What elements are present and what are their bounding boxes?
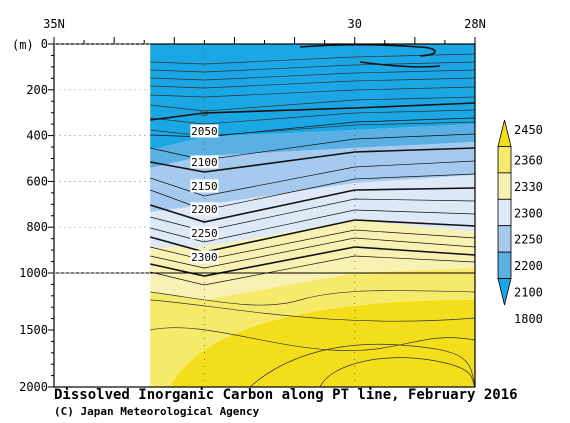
contour-line-deep-3 <box>249 343 476 388</box>
contour-label-bg-2 <box>190 179 219 193</box>
contour-line-upper-6 <box>150 109 476 125</box>
colorbar-swatch-6 <box>497 278 512 306</box>
contour-label-bg-5 <box>190 250 219 264</box>
chart-title: Dissolved Inorganic Carbon along PT line… <box>54 387 518 403</box>
contour-line-deep-0 <box>150 290 476 306</box>
contour-line-upper-3 <box>150 77 476 89</box>
contour-label-2150: 2150 <box>191 180 218 193</box>
contour-label-2050: 2050 <box>191 125 218 138</box>
contour-label-bg-0 <box>190 124 219 138</box>
y-tick-label-0: 0 <box>41 37 48 51</box>
contour-line-3 <box>150 147 476 173</box>
x-tick-label-35N: 35N <box>43 17 65 31</box>
contour-line-surface-1 <box>359 61 441 68</box>
fill-band-3 <box>150 175 475 247</box>
contour-line-upper-1 <box>150 61 476 73</box>
chart-credit: (C) Japan Meteorological Agency <box>54 405 260 418</box>
colorbar-swatch-3 <box>497 198 512 227</box>
contour-label-2300: 2300 <box>191 251 218 264</box>
colorbar-swatch-1 <box>497 146 512 174</box>
contour-line-upper-7 <box>150 121 476 137</box>
colorbar-swatch-0 <box>497 119 512 147</box>
colorbar-label-2360: 2360 <box>514 153 543 167</box>
contour-line-surface-0 <box>299 43 436 57</box>
contour-line-13 <box>150 255 476 286</box>
colorbar-label-2330: 2330 <box>514 180 543 194</box>
colorbar-label-2200: 2200 <box>514 259 543 273</box>
contour-line-12 <box>150 246 476 277</box>
y-tick-label-400: 400 <box>26 129 48 143</box>
contour-line-1 <box>150 117 476 138</box>
y-axis: 0 200 400 600 800 1000 1500 2000 <box>19 37 151 394</box>
contour-line-11 <box>150 237 476 269</box>
fill-band-1 <box>150 124 475 168</box>
contour-line-10 <box>150 229 476 261</box>
contour-line-7 <box>150 198 476 232</box>
x-tick-label-28N: 28N <box>464 17 486 31</box>
colorbar-swatch-2 <box>497 172 512 200</box>
contour-line-5 <box>150 173 476 211</box>
y-tick-label-1000: 1000 <box>19 266 48 280</box>
contour-label-bg-3 <box>190 202 219 216</box>
contour-eddy <box>200 110 209 116</box>
contour-labels: 2050 2100 2150 2200 2250 2300 <box>190 124 219 264</box>
y-tick-label-2000: 2000 <box>19 380 48 394</box>
contour-label-2250: 2250 <box>191 227 218 240</box>
contour-label-2200: 2200 <box>191 203 218 216</box>
x-tick-label-30: 30 <box>347 17 361 31</box>
y-tick-label-600: 600 <box>26 174 48 188</box>
y-tick-label-800: 800 <box>26 220 48 234</box>
contour-line-0 <box>150 102 476 121</box>
fill-band-2 <box>150 142 475 212</box>
y-tick-label-200: 200 <box>26 83 48 97</box>
contour-line-deep-4 <box>319 357 476 388</box>
contour-label-bg-1 <box>190 155 219 169</box>
x-axis: 35N 30 28N <box>43 17 486 44</box>
colorbar-label-2100: 2100 <box>514 286 543 300</box>
contour-line-upper-0 <box>150 53 476 65</box>
contour-line-upper-4 <box>150 86 476 98</box>
colorbar-label-2250: 2250 <box>514 233 543 247</box>
contour-line-2 <box>150 133 476 161</box>
y-tick-label-1500: 1500 <box>19 323 48 337</box>
colorbar-label-2450: 2450 <box>514 123 543 137</box>
fill-band-core <box>170 300 475 387</box>
y-axis-unit-label: (m) <box>12 38 34 52</box>
contour-label-bg-4 <box>190 226 219 240</box>
colorbar-label-2300: 2300 <box>514 206 543 220</box>
colorbar-swatch-4 <box>497 225 512 253</box>
contour-line-6 <box>149 187 476 223</box>
contour-label-2100: 2100 <box>191 156 218 169</box>
contour-lines <box>149 43 476 388</box>
contour-line-8 <box>150 209 476 243</box>
contour-line-deep-1 <box>150 299 476 322</box>
contour-line-9 <box>150 219 476 253</box>
colorbar-label-1800: 1800 <box>514 312 543 326</box>
contour-line-deep-2 <box>150 327 476 352</box>
colorbar-swatch-5 <box>497 251 512 279</box>
contour-line-upper-5 <box>150 96 476 112</box>
colorbar-legend: 2450 2360 2330 2300 2250 2200 2100 1800 <box>497 119 543 326</box>
contour-line-upper-2 <box>150 69 476 81</box>
contour-line-4 <box>150 160 476 197</box>
